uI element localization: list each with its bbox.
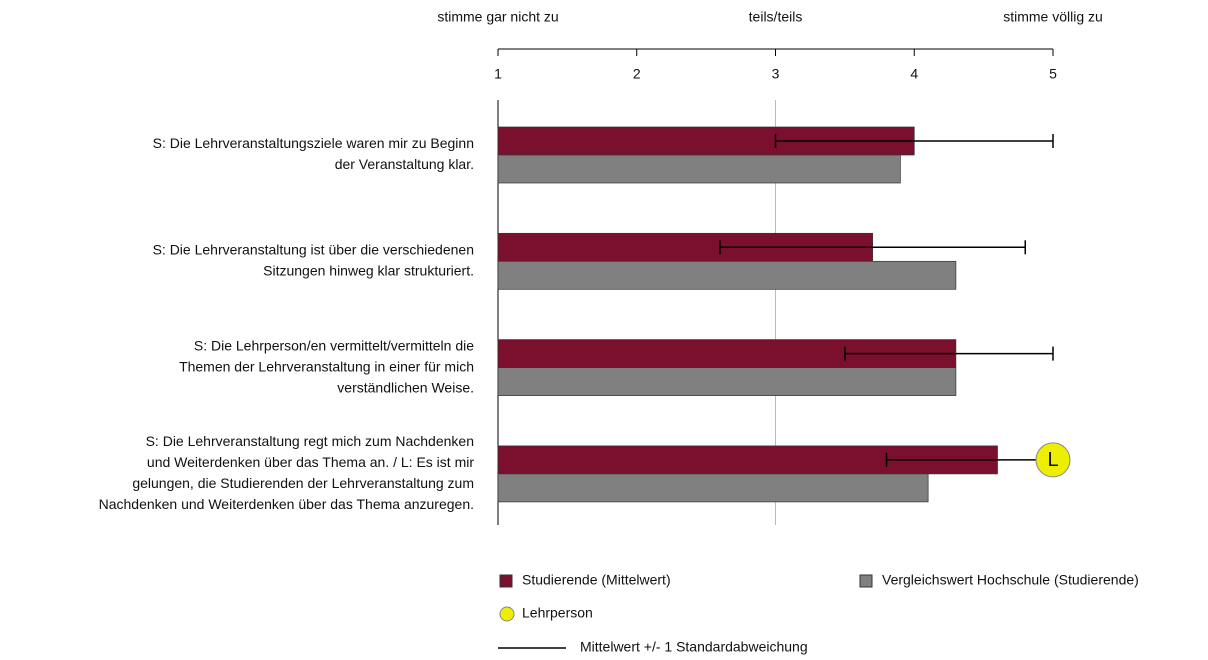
category-label: gelungen, die Studierenden der Lehrveran… <box>132 475 474 491</box>
error-bar <box>844 346 1054 361</box>
error-bar <box>774 134 1054 148</box>
category-label: Sitzungen hinweg klar strukturiert. <box>263 263 474 279</box>
bar <box>497 260 957 290</box>
bar <box>497 473 929 503</box>
category-label: S: Die Lehrveranstaltungsziele waren mir… <box>153 135 474 151</box>
legend-label: Studierende (Mittelwert) <box>522 572 671 588</box>
x-tick-label: 5 <box>1049 66 1057 82</box>
category-label: der Veranstaltung klar. <box>335 156 474 172</box>
legend-label: Vergleichswert Hochschule (Studierende) <box>882 572 1139 588</box>
category-label: Themen der Lehrveranstaltung in einer fü… <box>179 358 474 374</box>
category-label: S: Die Lehrveranstaltung ist über die ve… <box>153 242 474 258</box>
bar <box>497 154 901 184</box>
x-tick-label: 2 <box>633 66 641 82</box>
scale-label: stimme völlig zu <box>1003 9 1103 25</box>
category-label: und Weiterdenken über das Thema an. / L:… <box>147 454 474 470</box>
x-tick-label: 1 <box>494 66 502 82</box>
x-tick-label: 3 <box>772 66 780 82</box>
legend-swatch <box>499 606 515 622</box>
category-label: verständlichen Weise. <box>337 379 474 395</box>
category-label: S: Die Lehrveranstaltung regt mich zum N… <box>146 433 474 449</box>
legend-label: Lehrperson <box>522 605 593 621</box>
category-label: S: Die Lehrperson/en vermittelt/vermitte… <box>194 337 474 353</box>
scale-label: stimme gar nicht zu <box>437 9 558 25</box>
legend-swatch <box>499 574 513 588</box>
legend-swatch <box>859 574 873 588</box>
category-label: Nachdenken und Weiterdenken über das The… <box>99 496 474 512</box>
bar <box>497 367 957 396</box>
legend-label: Mittelwert +/- 1 Standardabweichung <box>580 639 808 655</box>
x-tick-label: 4 <box>910 66 918 82</box>
lehrperson-marker <box>1035 442 1071 478</box>
scale-label: teils/teils <box>749 9 803 25</box>
error-bar <box>719 240 1026 255</box>
lehrperson-marker-label: L <box>1047 449 1058 471</box>
